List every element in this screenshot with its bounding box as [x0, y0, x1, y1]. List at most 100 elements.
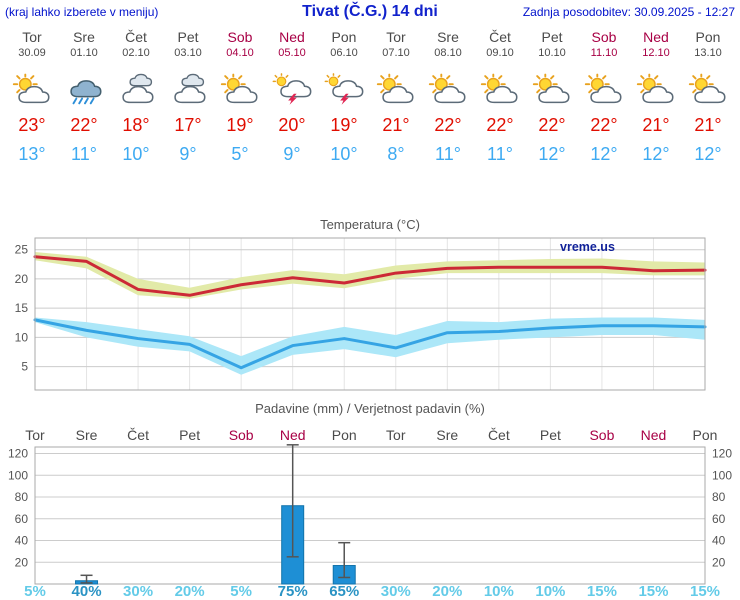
day-date: 07.10: [382, 47, 410, 59]
day-name: Pon: [695, 29, 721, 45]
high-temp: 22°: [434, 115, 462, 135]
day-name: Pon: [331, 29, 357, 45]
precip-y-tick-right: 40: [712, 534, 726, 548]
max-temp-band: [35, 252, 705, 299]
low-temp: 8°: [387, 144, 405, 164]
day-date: 06.10: [330, 47, 358, 59]
day-column: Ned 12.10 21° 12°: [630, 29, 682, 165]
page-title: Tivat (Č.G.) 14 dni: [302, 3, 438, 20]
rain-icon: [58, 72, 110, 106]
low-temp: 12°: [642, 144, 670, 164]
precip-probability: 15%: [690, 583, 720, 600]
low-temp: 11°: [435, 144, 461, 164]
menu-hint: (kraj lahko izberete v meniju): [5, 5, 159, 19]
day-name: Čet: [125, 29, 147, 45]
low-temp: 12°: [694, 144, 722, 164]
precip-y-tick-right: 80: [712, 490, 726, 504]
precip-day-label: Ned: [280, 427, 306, 443]
high-temp: 23°: [18, 115, 46, 135]
precip-probability: 10%: [484, 583, 514, 600]
high-temp: 22°: [538, 115, 566, 135]
low-temp: 5°: [231, 144, 249, 164]
precip-day-label: Pon: [693, 427, 718, 443]
day-date: 04.10: [226, 47, 254, 59]
sun-cloud-icon: [682, 72, 734, 106]
precip-probability: 5%: [24, 583, 46, 600]
precip-day-label: Tor: [386, 427, 406, 443]
temp-y-tick: 20: [15, 272, 29, 286]
precip-probability: 10%: [535, 583, 565, 600]
precip-probability: 65%: [329, 583, 359, 600]
sun-cloud-icon: [526, 72, 578, 106]
low-temp: 12°: [538, 144, 566, 164]
day-name: Sob: [591, 29, 617, 45]
temp-y-tick: 10: [15, 330, 29, 344]
cloudy-icon: [110, 72, 162, 106]
low-temp: 13°: [18, 144, 46, 164]
precip-y-tick-right: 60: [712, 512, 726, 526]
day-column: Tor 30.09 23° 13°: [6, 29, 58, 165]
day-date: 03.10: [174, 47, 202, 59]
day-name: Ned: [279, 29, 305, 45]
day-column: Tor 07.10 21° 8°: [370, 29, 422, 165]
low-temp: 9°: [179, 144, 197, 164]
precip-day-label: Pet: [179, 427, 200, 443]
precip-day-label: Čet: [488, 427, 510, 443]
low-temp: 11°: [71, 144, 97, 164]
min-temp-line: [33, 318, 707, 370]
high-temp: 22°: [486, 115, 514, 135]
high-temp: 22°: [70, 115, 98, 135]
precip-y-tick-left: 60: [15, 512, 29, 526]
sun-cloud-icon: [6, 72, 58, 106]
temp-y-tick: 25: [15, 243, 29, 257]
precip-day-label: Čet: [127, 427, 149, 443]
day-column: Pet 03.10 17° 9°: [162, 29, 214, 165]
day-column: Sre 08.10 22° 11°: [422, 29, 474, 165]
day-column: Pon 13.10 21° 12°: [682, 29, 734, 165]
precip-day-label: Pon: [332, 427, 357, 443]
low-temp: 12°: [590, 144, 618, 164]
sun-cloud-icon: [422, 72, 474, 106]
max-temp-line: [33, 255, 707, 297]
day-date: 09.10: [486, 47, 514, 59]
precip-probability: 75%: [278, 583, 308, 600]
cloudy-icon: [162, 72, 214, 106]
precip-y-tick-left: 100: [8, 468, 28, 482]
day-date: 10.10: [538, 47, 566, 59]
high-temp: 21°: [694, 115, 722, 135]
day-date: 13.10: [694, 47, 722, 59]
precip-probability: 5%: [230, 583, 252, 600]
day-date: 05.10: [278, 47, 306, 59]
day-name: Sre: [437, 29, 459, 45]
high-temp: 22°: [590, 115, 618, 135]
precip-chart-title: Padavine (mm) / Verjetnost padavin (%): [255, 401, 485, 416]
last-updated: Zadnja posodobitev: 30.09.2025 - 12:27: [522, 5, 735, 19]
day-column: Sre 01.10 22° 11°: [58, 29, 110, 165]
precipitation-chart: Padavine (mm) / Verjetnost padavin (%) To…: [8, 401, 732, 600]
day-date: 30.09: [18, 47, 46, 59]
low-temp: 10°: [330, 144, 358, 164]
sun-cloud-icon: [474, 72, 526, 106]
temp-chart-title: Temperatura (°C): [320, 217, 420, 232]
precip-y-tick-left: 80: [15, 490, 29, 504]
precip-day-label: Sob: [229, 427, 254, 443]
sun-cloud-icon: [578, 72, 630, 106]
day-date: 12.10: [642, 47, 670, 59]
precip-y-tick-right: 120: [712, 447, 732, 461]
storm-icon: [318, 72, 370, 106]
high-temp: 20°: [278, 115, 306, 135]
precip-y-tick-left: 40: [15, 534, 29, 548]
high-temp: 18°: [122, 115, 150, 135]
high-temp: 17°: [174, 115, 202, 135]
day-name: Čet: [489, 29, 511, 45]
low-temp: 10°: [122, 144, 150, 164]
precip-y-tick-left: 120: [8, 447, 28, 461]
precip-y-tick-right: 100: [712, 468, 732, 482]
precip-day-label: Sob: [589, 427, 614, 443]
day-name: Ned: [643, 29, 669, 45]
day-column: Čet 09.10 22° 11°: [474, 29, 526, 165]
day-name: Tor: [386, 29, 406, 45]
high-temp: 19°: [330, 115, 358, 135]
precip-y-tick-left: 20: [15, 555, 29, 569]
